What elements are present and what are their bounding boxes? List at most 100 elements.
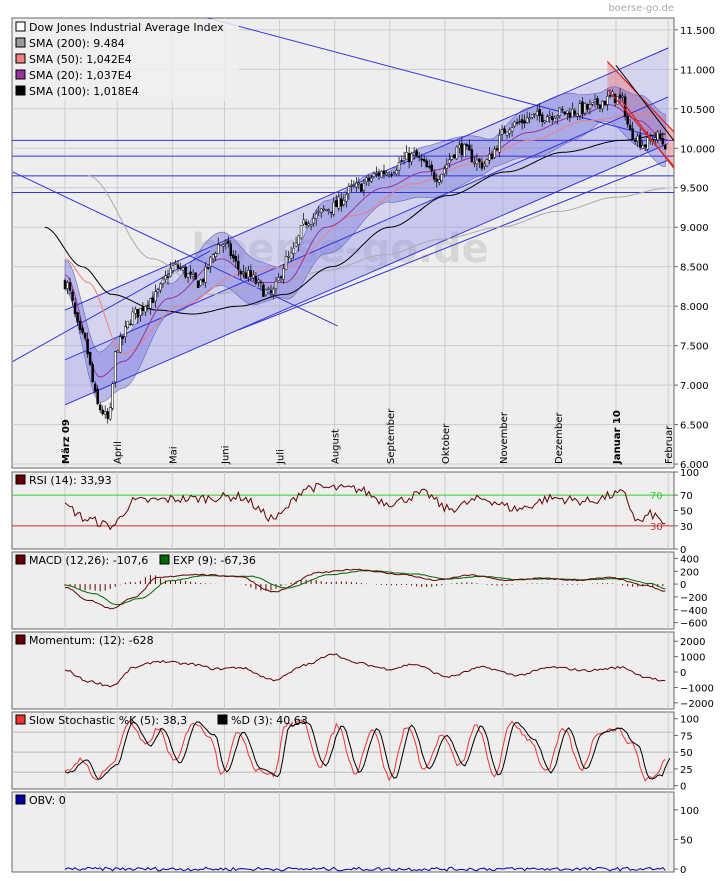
- price-candle-up: [204, 266, 207, 283]
- price-x-label: August: [331, 429, 342, 464]
- macd-exp-line: [65, 570, 666, 606]
- price-candle-down: [490, 154, 494, 160]
- price-x-label: Juni: [221, 446, 232, 465]
- price-candle-down: [227, 240, 230, 244]
- price-candle-up: [66, 282, 69, 289]
- price-candle-up: [505, 131, 509, 136]
- obv-y-tick-label: 0: [680, 865, 686, 876]
- price-candle-up: [405, 151, 408, 160]
- price-candle-down: [432, 171, 436, 180]
- price-candle-up: [485, 159, 489, 167]
- price-candle-down: [81, 327, 84, 333]
- price-candle-up: [224, 241, 228, 244]
- macd-panel: −600 −400 −200 0 200 400 MACD (12,26): -107,6 E…: [11, 551, 707, 630]
- price-candle-down: [435, 178, 438, 182]
- price-candle-up: [362, 182, 366, 191]
- price-candle-down: [638, 134, 642, 148]
- stochastic-y-tick-label: 75: [680, 731, 693, 742]
- price-candle-down: [76, 312, 79, 323]
- price-candle-up: [440, 173, 444, 182]
- price-candle-up: [646, 137, 649, 150]
- price-candle-up: [500, 129, 504, 135]
- price-y-tick-label: 9.500: [680, 184, 709, 195]
- price-candle-up: [186, 273, 190, 278]
- price-candle-up: [282, 268, 285, 280]
- momentum-y-tick-label: 1000: [680, 653, 705, 664]
- price-red-line: [606, 88, 674, 168]
- price-candle-up: [264, 289, 268, 296]
- price-candle-down: [643, 144, 647, 148]
- price-legend-item-label: SMA (100): 1,018E4: [29, 85, 139, 98]
- rsi-level-70-label: 70: [650, 491, 663, 502]
- price-candle-up: [654, 137, 657, 140]
- price-candle-down: [465, 144, 469, 147]
- price-candle-down: [184, 266, 187, 278]
- price-candle-down: [73, 302, 77, 315]
- price-trend-line: [64, 96, 669, 361]
- stochastic-y-tick-label: 100: [680, 715, 699, 726]
- price-candle-up: [103, 411, 107, 415]
- obv-legend-item-swatch: [15, 794, 26, 805]
- price-candle-down: [631, 128, 634, 140]
- price-candle-down: [234, 256, 238, 262]
- price-candle-up: [448, 159, 451, 164]
- price-y-tick-label: 8.000: [680, 302, 709, 313]
- price-legend-item-swatch: [15, 85, 26, 96]
- price-candle-down: [453, 154, 456, 158]
- price-candle-up: [144, 306, 147, 313]
- price-candle-down: [106, 411, 109, 419]
- stochastic-panel: 0 25 50 75 100 Slow Stochastic %K (5): 38,3 %D…: [11, 711, 699, 793]
- price-candle-up: [287, 256, 290, 258]
- price-candle-down: [382, 170, 386, 175]
- price-y-tick-label: 6.500: [680, 421, 709, 432]
- price-x-label: Januar 10: [612, 410, 623, 465]
- price-candle-down: [232, 254, 235, 259]
- price-candle-up: [601, 101, 604, 110]
- price-candle-down: [86, 338, 89, 355]
- price-y-tick-label: 9.000: [680, 223, 709, 234]
- price-candle-down: [63, 280, 67, 290]
- price-x-label: November: [499, 411, 510, 464]
- price-candle-up: [483, 163, 486, 167]
- price-candle-up: [289, 252, 293, 259]
- price-candle-up: [387, 174, 391, 177]
- rsi-frame: [11, 471, 675, 550]
- price-legend-item-swatch: [15, 69, 26, 80]
- price-candle-up: [324, 209, 328, 211]
- price-trend-line: [12, 171, 338, 327]
- macd-legend-item-2-label: EXP (9): -67,36: [173, 554, 256, 567]
- price-candle-up: [370, 177, 373, 182]
- price-candle-down: [538, 109, 541, 117]
- price-candle-up: [171, 265, 175, 271]
- price-red-line: [606, 61, 674, 133]
- price-candle-up: [161, 278, 165, 284]
- macd-plot-area: [64, 568, 666, 610]
- price-candle-down: [425, 160, 428, 168]
- price-black-trend: [615, 65, 674, 142]
- price-candle-up: [365, 177, 368, 182]
- price-candle-up: [357, 182, 361, 185]
- price-candle-down: [229, 243, 233, 257]
- rsi-plot-area: 70 30: [12, 482, 674, 533]
- macd-frame: [11, 551, 675, 630]
- price-candle-up: [139, 308, 142, 316]
- price-candle-up: [297, 235, 300, 245]
- macd-y-tick-label: −200: [680, 593, 707, 604]
- price-candle-down: [83, 333, 87, 339]
- price-candle-up: [395, 170, 398, 175]
- price-candle-up: [636, 135, 639, 142]
- price-candle-up: [410, 153, 413, 162]
- price-candle-down: [664, 145, 667, 150]
- rsi-legend-item-swatch: [15, 474, 26, 485]
- price-candle-up: [513, 121, 516, 127]
- macd-y-tick-label: 0: [680, 580, 686, 591]
- price-legend-item-label: SMA (200): 9.484: [29, 37, 125, 50]
- price-candle-down: [179, 267, 182, 270]
- price-candle-down: [141, 305, 145, 311]
- price-candle-up: [134, 308, 137, 314]
- stochastic-legend-item-swatch: [15, 714, 26, 725]
- price-candle-down: [129, 323, 132, 326]
- momentum-y-tick-label: 0: [680, 668, 686, 679]
- price-candle-down: [470, 149, 474, 163]
